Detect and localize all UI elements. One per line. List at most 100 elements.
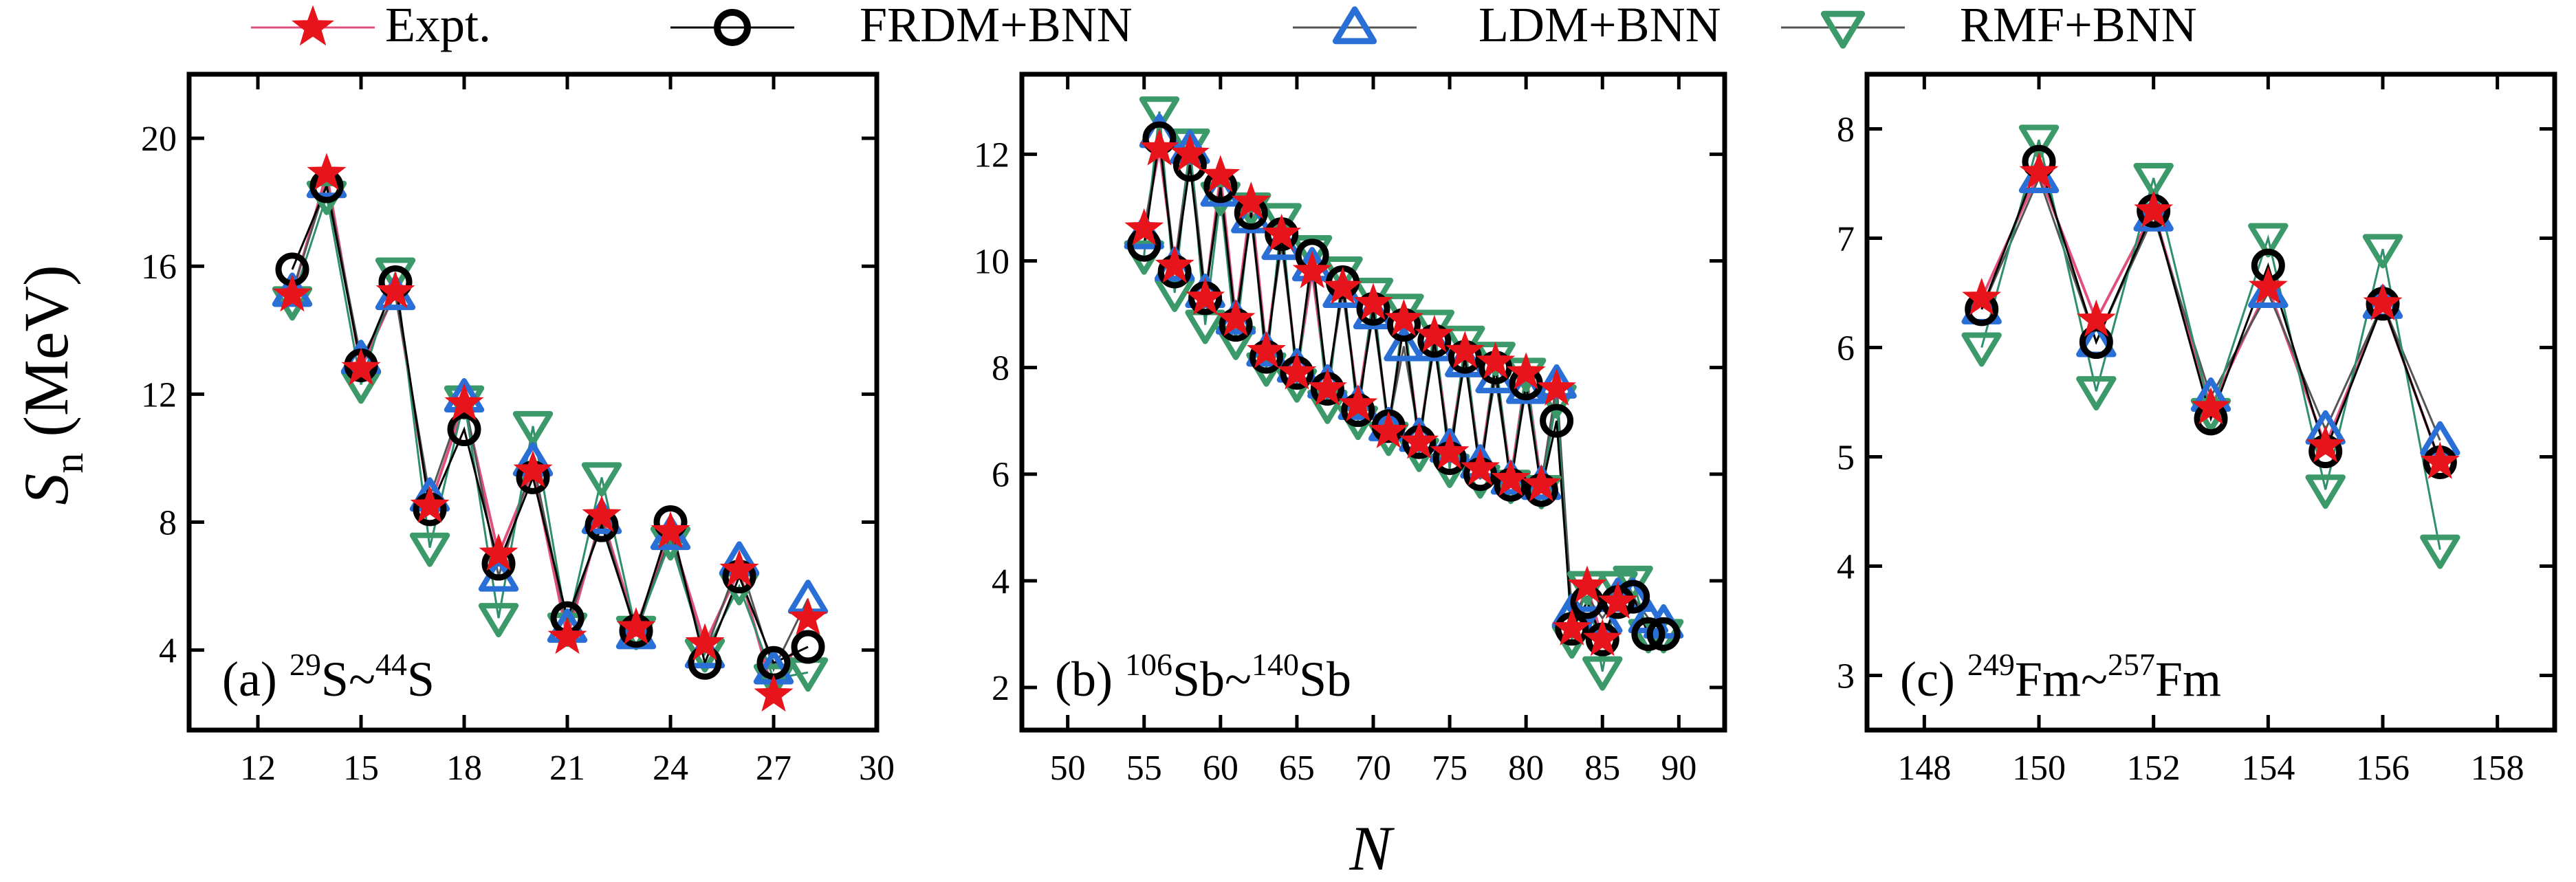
data-point-star xyxy=(513,450,553,488)
data-point-star xyxy=(1231,181,1271,219)
data-point-star xyxy=(2248,267,2288,305)
legend-label: RMF+BNN xyxy=(1960,0,2197,52)
data-point-star xyxy=(2134,190,2174,228)
data-point-triangle-down xyxy=(2420,534,2460,569)
x-tick-label: 148 xyxy=(1897,749,1951,788)
x-tick-label: 75 xyxy=(1432,749,1467,788)
y-tick-label: 8 xyxy=(159,504,177,543)
x-tick-label: 152 xyxy=(2127,749,2181,788)
y-tick-label: 4 xyxy=(1837,548,1855,587)
data-point-star xyxy=(651,511,690,549)
legend-marker-circle-icon xyxy=(714,9,751,46)
x-tick-label: 85 xyxy=(1584,749,1620,788)
data-point-triangle-down xyxy=(1139,96,1180,131)
series-line-triangle-down xyxy=(291,195,809,681)
x-tick-label: 156 xyxy=(2356,749,2410,788)
x-tick-label: 70 xyxy=(1355,749,1391,788)
data-point-star xyxy=(1506,352,1546,390)
data-point-star xyxy=(410,485,450,523)
data-point-triangle-down xyxy=(2018,124,2060,159)
data-point-star xyxy=(444,383,484,421)
y-tick-label: 10 xyxy=(974,242,1009,281)
y-axis-label: Sn (MeV) xyxy=(11,265,91,505)
data-point-star xyxy=(1582,619,1622,657)
data-point-star xyxy=(1962,278,2002,316)
y-tick-label: 2 xyxy=(992,669,1009,708)
data-point-triangle-up xyxy=(2133,197,2174,232)
data-point-star xyxy=(2363,283,2403,321)
data-point-triangle-up xyxy=(1384,327,1424,362)
legend-marker-triangle-down-icon xyxy=(1820,10,1866,49)
legend-item-0: Expt. xyxy=(251,0,491,52)
series-line-circle xyxy=(1980,158,2441,463)
data-point-star xyxy=(1567,565,1607,603)
y-tick-label: 8 xyxy=(992,349,1009,388)
data-point-circle xyxy=(1631,617,1666,651)
data-point-star xyxy=(685,623,725,661)
data-point-star xyxy=(1552,608,1592,646)
legend-marker-triangle-up-icon xyxy=(1332,6,1377,45)
x-tick-label: 50 xyxy=(1050,749,1086,788)
legend-label: LDM+BNN xyxy=(1478,0,1721,52)
data-point-triangle-down xyxy=(409,532,450,567)
data-point-triangle-down xyxy=(2076,376,2117,411)
data-point-star xyxy=(1338,384,1378,422)
x-tick-label: 154 xyxy=(2241,749,2295,788)
series-line-circle xyxy=(291,182,809,667)
legend-label: Expt. xyxy=(385,0,491,52)
data-point-star xyxy=(1399,421,1439,459)
data-point-triangle-down xyxy=(2305,474,2346,509)
x-tick-label: 27 xyxy=(756,749,792,788)
data-point-circle xyxy=(791,630,825,664)
data-point-star xyxy=(375,271,415,309)
data-point-star xyxy=(272,274,312,312)
y-tick-label: 7 xyxy=(1837,220,1855,259)
data-point-star xyxy=(1368,410,1408,448)
y-tick-label: 12 xyxy=(974,135,1009,175)
data-point-triangle-down xyxy=(2248,223,2289,258)
y-tick-label: 5 xyxy=(1837,439,1855,478)
y-tick-label: 4 xyxy=(992,562,1009,602)
legend-item-1: FRDM+BNN xyxy=(670,0,1133,52)
x-tick-label: 21 xyxy=(549,749,585,788)
data-point-star xyxy=(1323,267,1363,305)
x-tick-label: 15 xyxy=(343,749,379,788)
panel-b: 50 55 60 65 70 75 80 85 90 2 4 6 8 10 12 (b) 106Sb~140S… xyxy=(974,71,1727,788)
x-tick-label: 65 xyxy=(1279,749,1315,788)
data-point-star xyxy=(1476,341,1516,379)
y-tick-label: 12 xyxy=(141,375,177,415)
data-point-star xyxy=(754,674,794,712)
x-tick-label: 150 xyxy=(2012,749,2066,788)
data-point-triangle-down xyxy=(2362,234,2403,269)
x-tick-label: 158 xyxy=(2471,749,2524,788)
x-tick-label: 80 xyxy=(1508,749,1544,788)
data-point-triangle-down xyxy=(2133,163,2174,198)
data-point-star xyxy=(1445,331,1485,368)
data-point-star xyxy=(2191,387,2231,425)
x-tick-label: 12 xyxy=(240,749,276,788)
data-point-star xyxy=(1170,133,1210,171)
data-point-triangle-up xyxy=(2248,274,2289,308)
legend: Expt. FRDM+BNN LDM+BNN RMF+BNN xyxy=(251,0,2197,52)
data-point-star xyxy=(582,495,622,533)
x-tick-label: 55 xyxy=(1126,749,1162,788)
panel-label: (a) 29S~44S xyxy=(222,647,435,707)
data-point-star xyxy=(547,617,587,654)
data-point-star xyxy=(1201,155,1241,192)
plot-frame xyxy=(1019,71,1727,733)
data-point-star xyxy=(1521,464,1561,502)
x-tick-label: 18 xyxy=(446,749,482,788)
data-point-star xyxy=(1307,368,1347,406)
data-point-star xyxy=(788,597,828,635)
data-point-star xyxy=(2019,152,2059,190)
legend-item-3: RMF+BNN xyxy=(1781,0,2197,52)
data-point-triangle-down xyxy=(1961,332,2002,367)
data-point-triangle-down xyxy=(478,603,519,638)
legend-marker-star-icon xyxy=(291,5,335,46)
data-point-star xyxy=(1491,459,1531,496)
data-point-star xyxy=(2420,441,2460,479)
y-tick-label: 4 xyxy=(159,632,177,671)
data-point-circle xyxy=(1540,404,1574,438)
data-point-star xyxy=(307,153,347,190)
y-tick-label: 6 xyxy=(1837,329,1855,368)
